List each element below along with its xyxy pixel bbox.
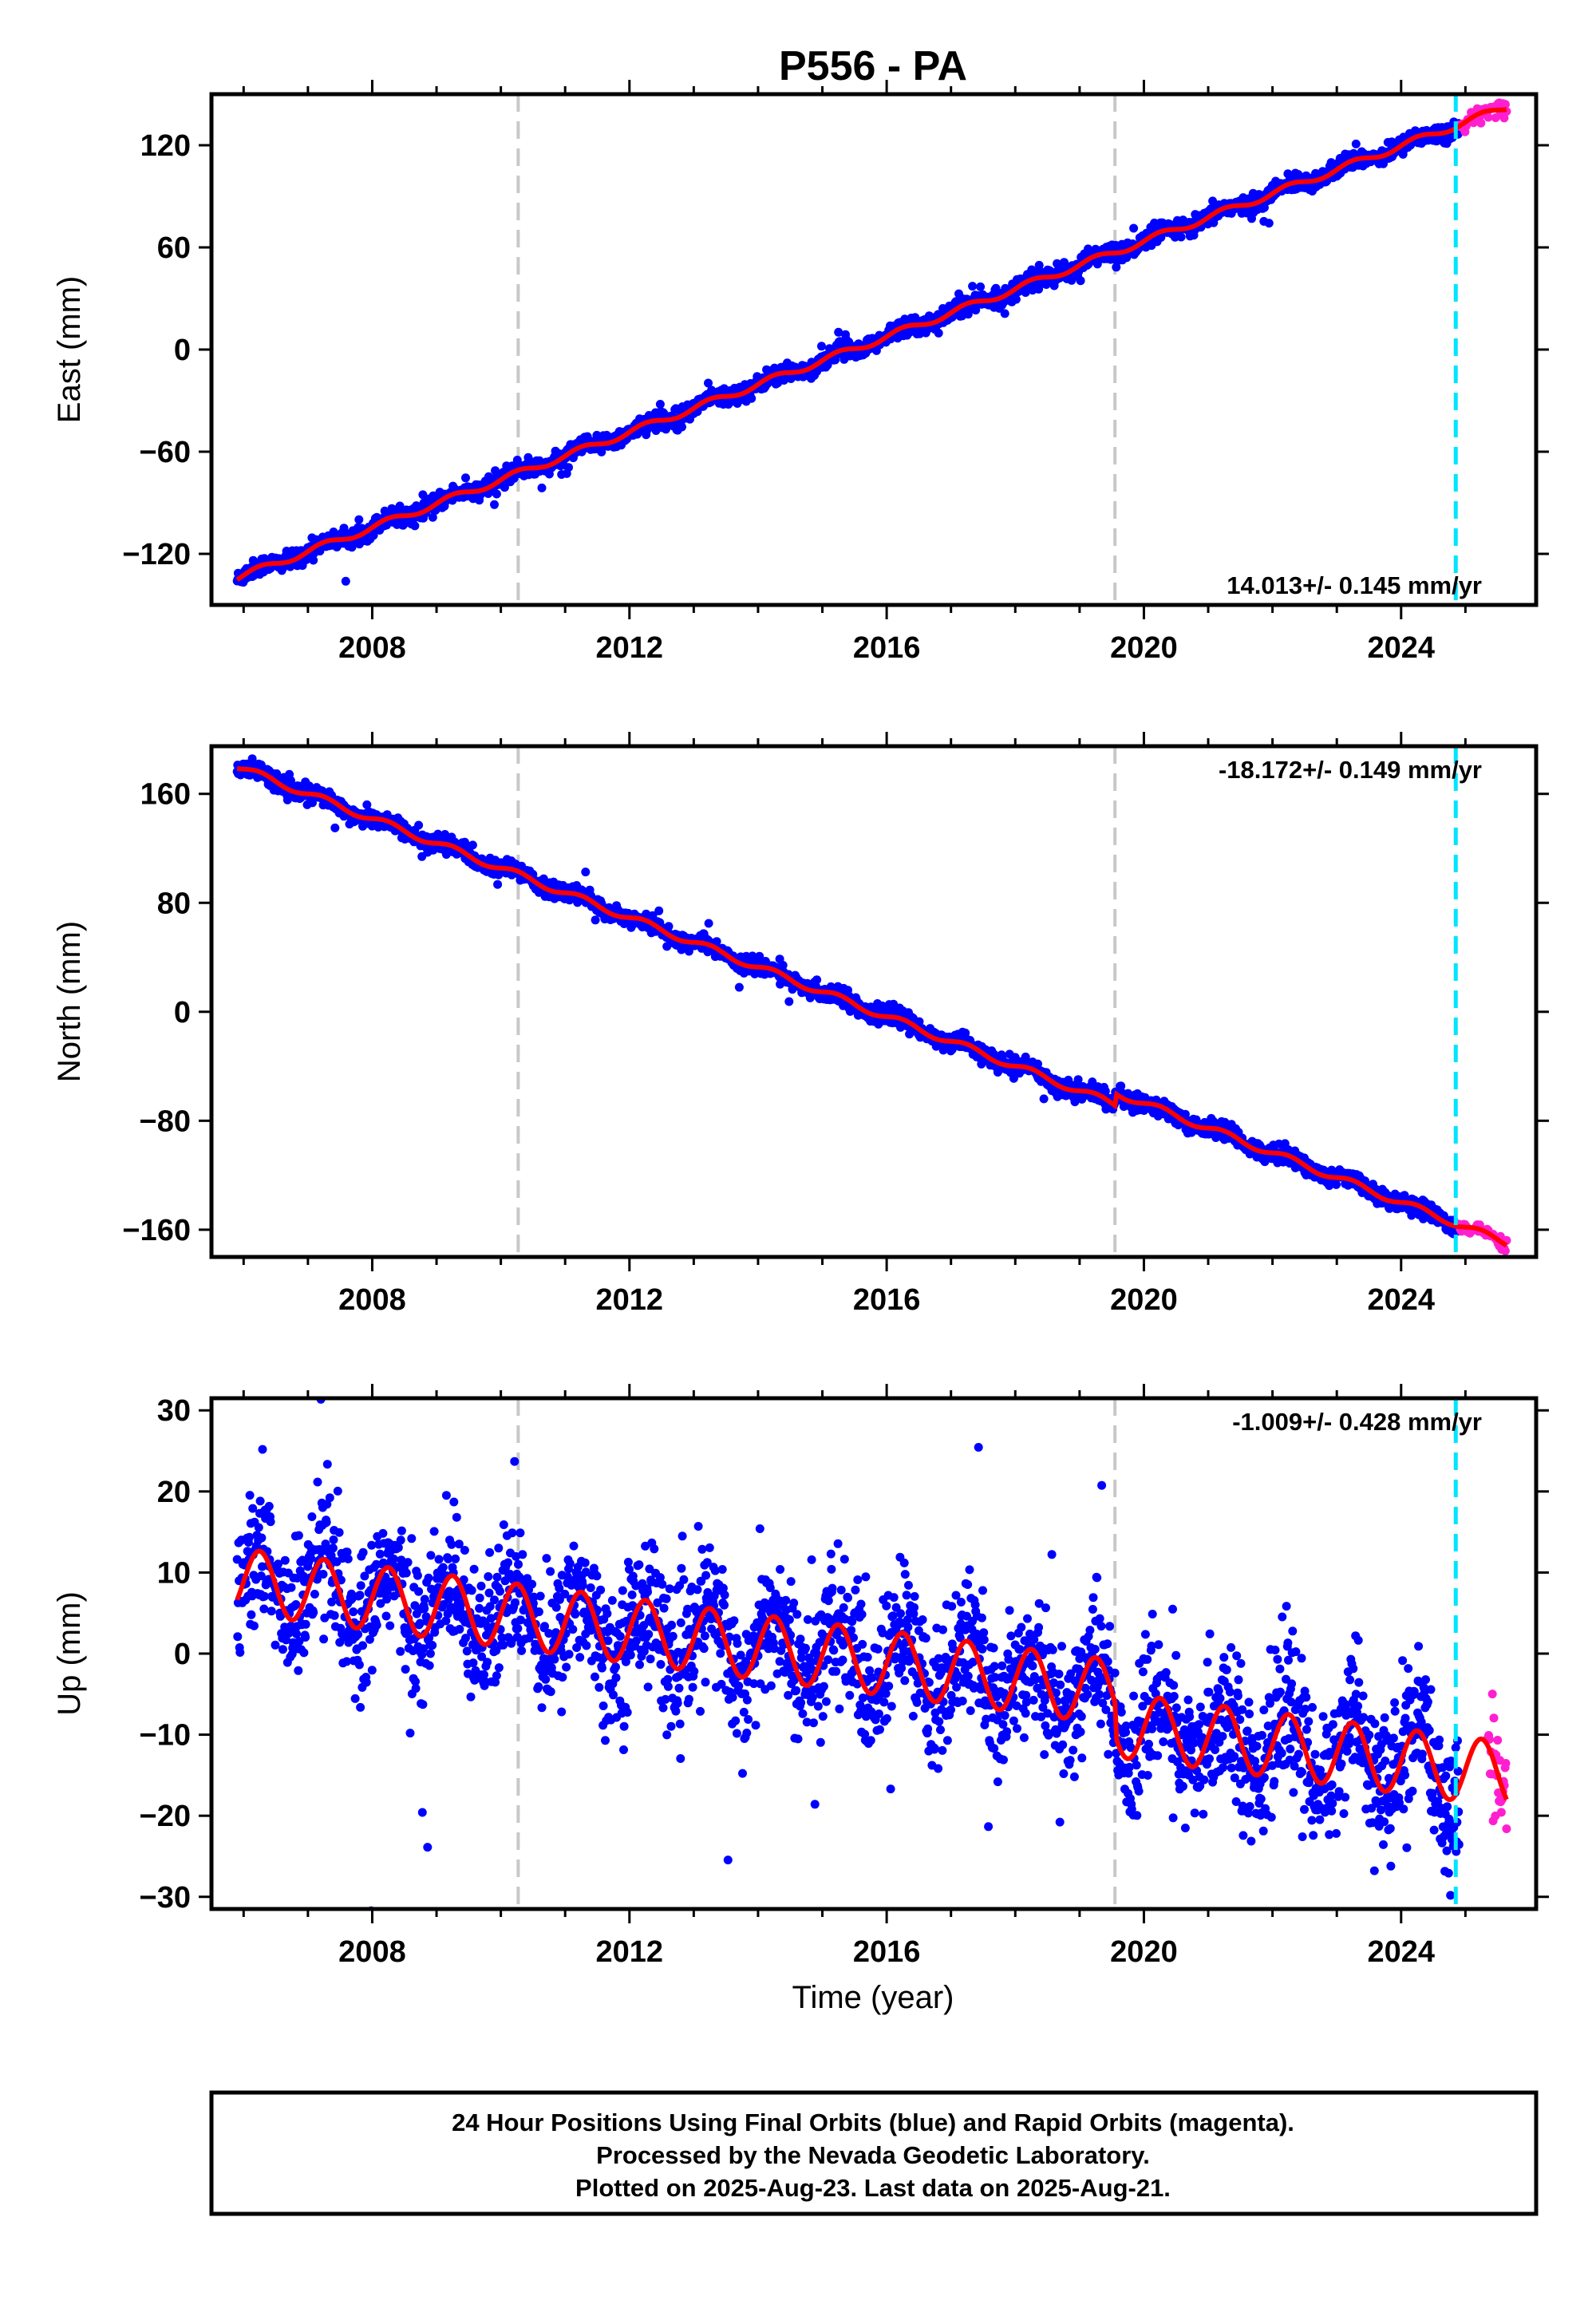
final-orbit-point <box>309 555 318 565</box>
x-tick-label: 2016 <box>853 631 921 665</box>
final-orbit-point <box>1264 219 1274 228</box>
final-orbit-point <box>1156 233 1166 242</box>
final-orbit-point <box>537 483 547 492</box>
final-orbit-point <box>712 937 721 947</box>
final-orbit-point <box>461 473 470 483</box>
final-orbit-point <box>678 422 686 432</box>
final-orbit-point <box>976 282 986 291</box>
east-y-axis-label: East (mm) <box>52 276 87 423</box>
final-orbit-point <box>1039 1094 1049 1104</box>
final-orbit-point <box>971 306 981 315</box>
final-orbit-point <box>354 515 364 524</box>
north-data-layer <box>232 746 1511 1257</box>
final-orbit-point <box>282 795 292 804</box>
final-orbit-point <box>490 500 499 509</box>
final-orbit-point <box>747 393 757 403</box>
final-orbit-point <box>1011 294 1021 304</box>
east-panel: −120 −60 0 60 120 2008 2012 2016 2020 2024 East (m… <box>52 80 1549 665</box>
final-orbit-point <box>493 879 503 889</box>
final-orbit-point <box>755 951 764 961</box>
final-orbit-point <box>934 328 943 338</box>
final-orbit-point <box>330 823 340 832</box>
final-orbit-point <box>410 521 420 531</box>
final-orbit-point <box>655 400 665 409</box>
final-orbit-point <box>1076 276 1085 286</box>
final-orbit-point <box>778 961 788 970</box>
final-orbit-point <box>500 483 509 492</box>
final-orbit-point <box>341 576 350 586</box>
x-tick-label: 2024 <box>1368 631 1436 665</box>
east-rate-label: 14.013+/- 0.145 mm/yr <box>1227 571 1482 599</box>
figure-title: P556 - PA <box>779 43 967 89</box>
final-orbit-point <box>817 342 826 351</box>
final-orbit-point <box>597 447 606 456</box>
final-orbit-point <box>468 840 477 850</box>
final-orbit-point <box>823 360 832 370</box>
final-orbit-point <box>704 919 713 928</box>
final-orbit-point <box>1034 284 1044 294</box>
rapid-orbit-point <box>1483 113 1493 122</box>
x-tick-label: 2012 <box>596 631 664 665</box>
final-orbit-point <box>834 327 843 337</box>
east-data-layer <box>232 94 1511 605</box>
final-orbit-point <box>564 463 573 472</box>
final-orbit-point <box>414 820 424 830</box>
final-orbit-point <box>591 915 600 925</box>
y-tick-label: 120 <box>140 129 191 163</box>
final-orbit-point <box>812 975 822 985</box>
model-fit-curve <box>235 107 1507 582</box>
final-orbit-point <box>1129 223 1139 233</box>
final-orbit-point <box>664 922 674 931</box>
final-orbit-point <box>1021 288 1030 297</box>
x-tick-label: 2020 <box>1110 631 1178 665</box>
final-orbit-point <box>1000 309 1009 318</box>
final-orbit-point <box>581 868 591 877</box>
final-orbit-point <box>1073 1075 1083 1085</box>
final-orbit-point <box>734 982 744 992</box>
y-tick-label: 0 <box>174 334 191 367</box>
x-tick-label: 2008 <box>338 631 406 665</box>
final-orbit-point <box>428 512 437 522</box>
y-tick-label: 60 <box>157 231 191 265</box>
final-orbit-point <box>784 997 794 1006</box>
final-orbit-point <box>915 1017 924 1026</box>
final-orbit-point <box>362 800 372 809</box>
final-orbit-point <box>704 378 713 388</box>
rapid-orbit-point <box>1500 100 1510 109</box>
final-orbit-point <box>1116 1081 1126 1091</box>
final-orbit-point <box>968 282 978 291</box>
final-orbit-point <box>1033 1059 1042 1069</box>
final-orbit-point <box>1259 203 1269 212</box>
y-tick-label: −60 <box>140 436 191 469</box>
final-orbit-point <box>1064 1075 1073 1085</box>
y-tick-label: −120 <box>122 538 191 571</box>
final-orbit-point <box>512 456 522 464</box>
final-orbit-point <box>492 489 501 499</box>
final-orbit-point <box>418 490 428 500</box>
final-orbit-point <box>1180 1109 1190 1119</box>
final-orbit-point <box>1351 139 1361 148</box>
final-orbit-point <box>1176 232 1186 242</box>
rapid-orbit-point <box>1476 118 1486 128</box>
final-orbit-point <box>308 798 317 808</box>
final-orbit-point <box>1070 1097 1080 1107</box>
final-orbit-point <box>654 906 664 915</box>
